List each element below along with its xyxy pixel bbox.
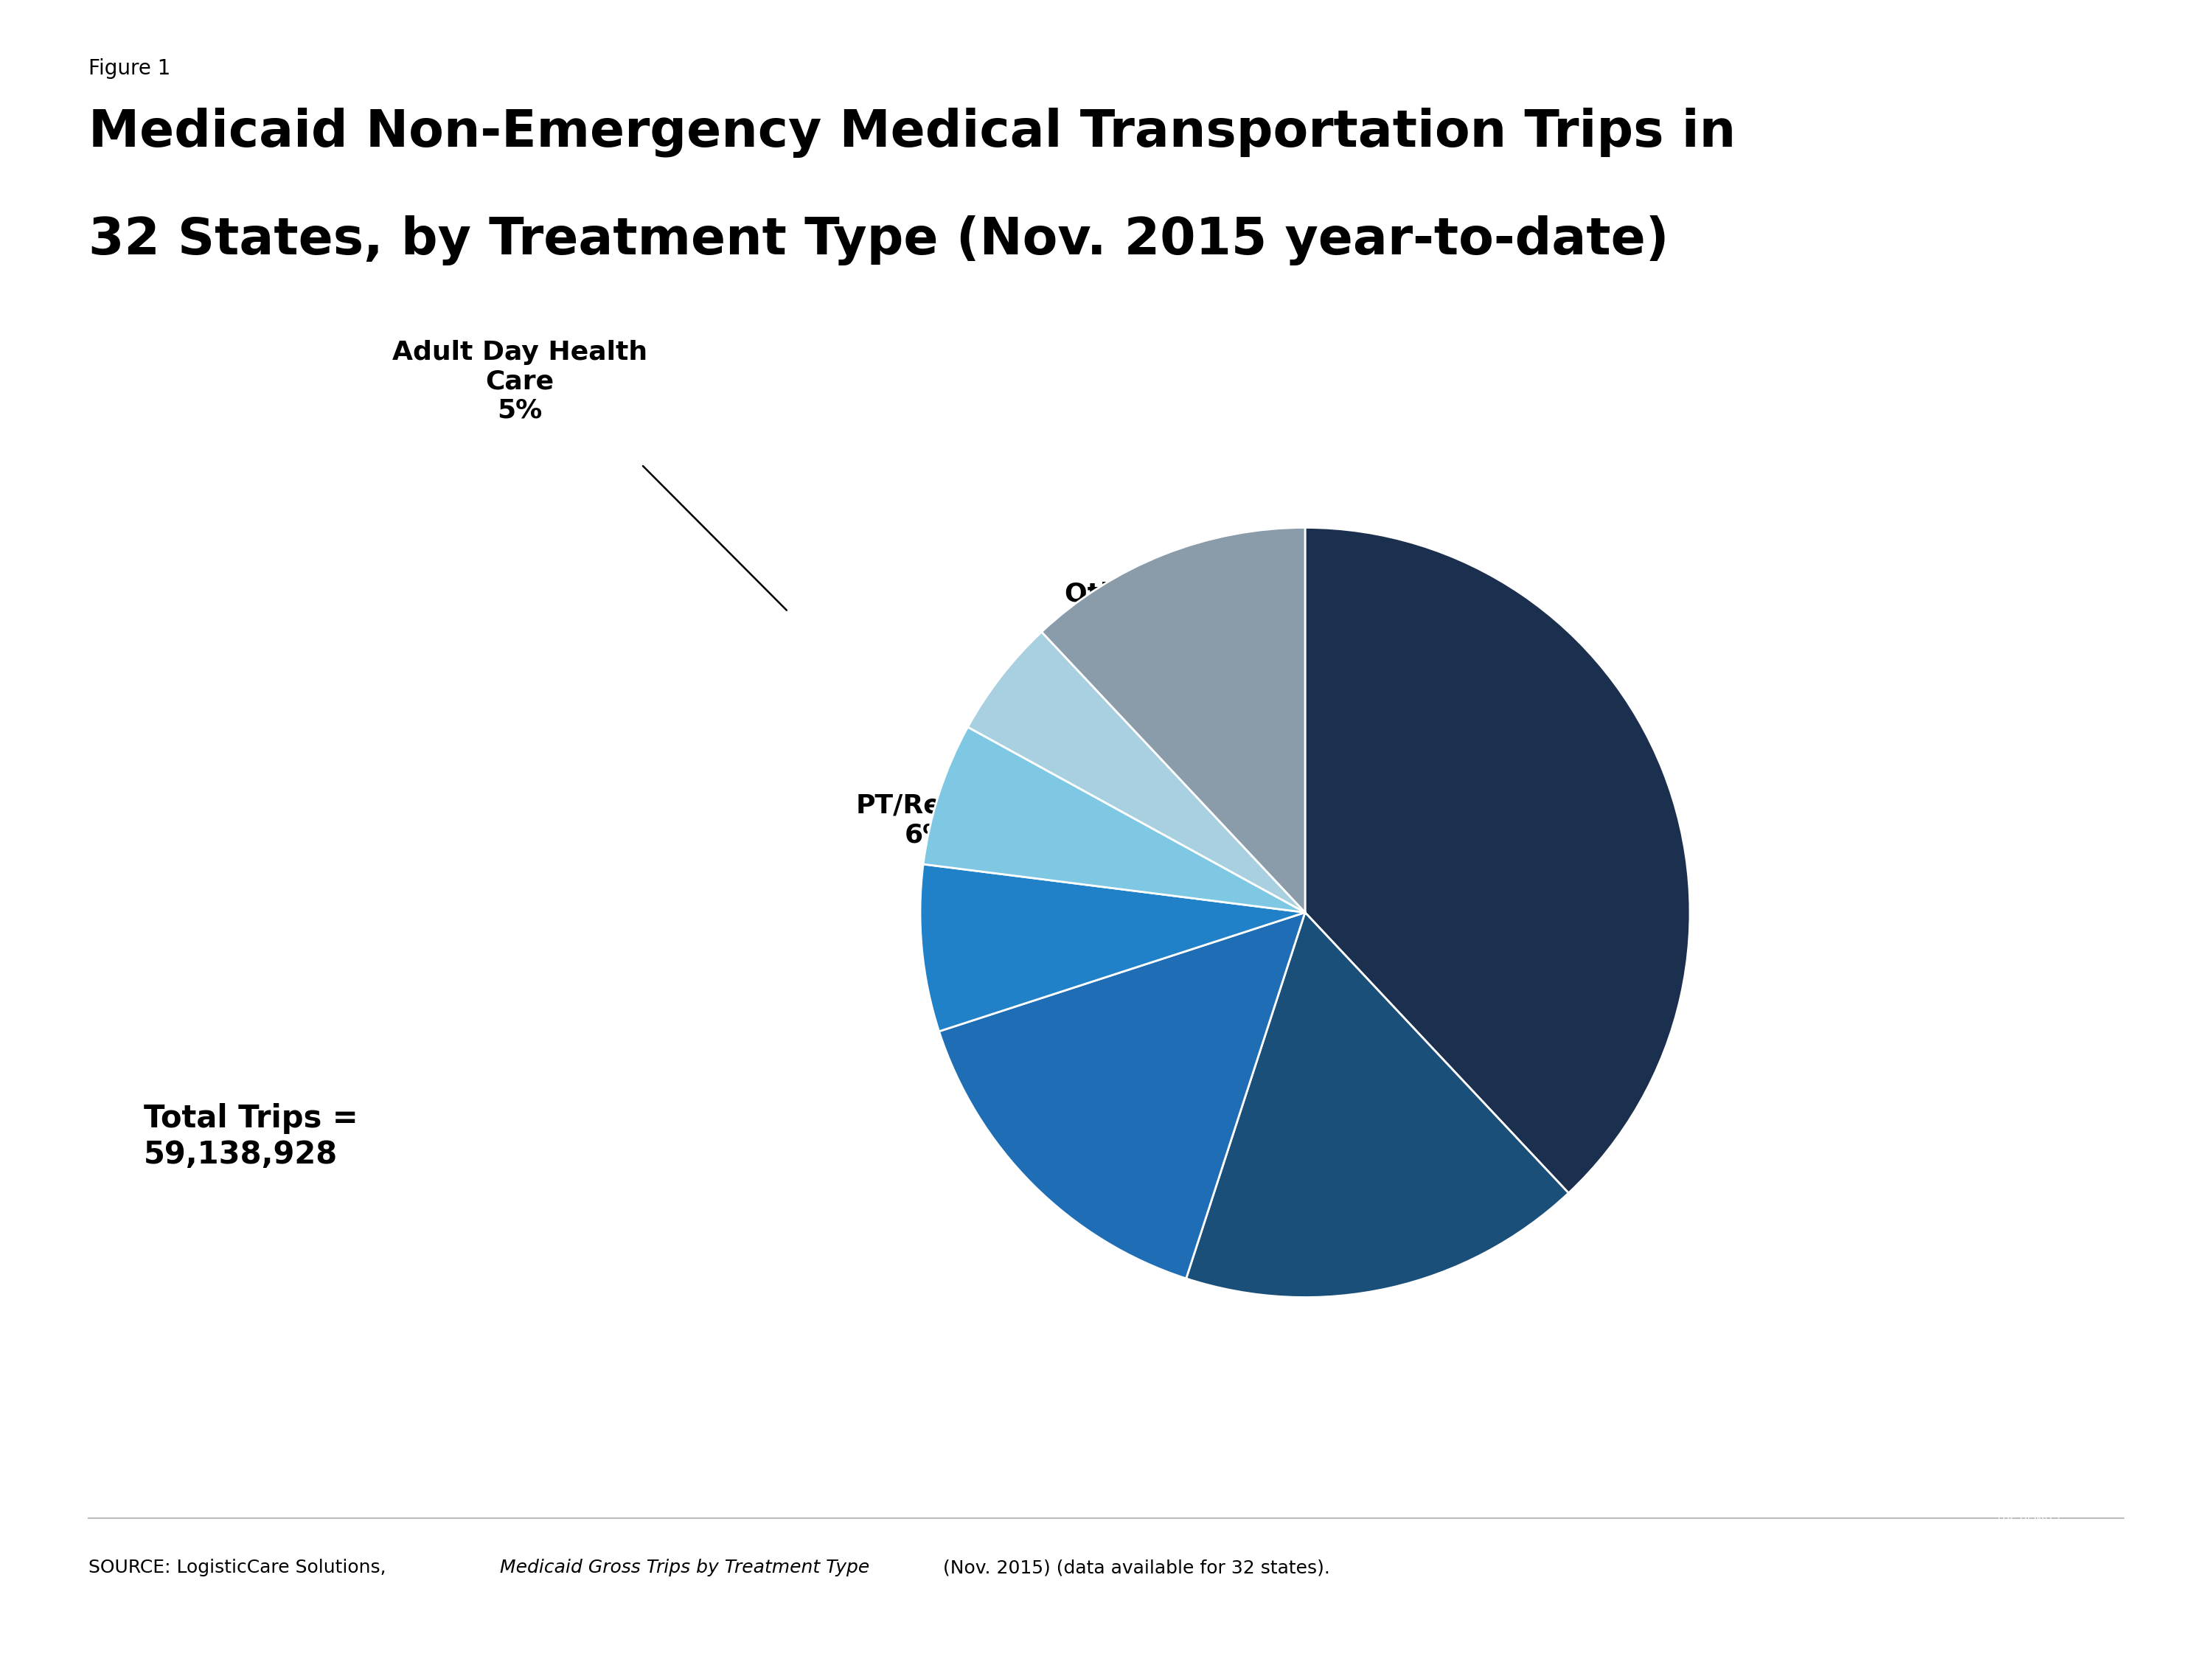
Text: 32 States, by Treatment Type (Nov. 2015 year-to-date): 32 States, by Treatment Type (Nov. 2015 … (88, 216, 1668, 265)
Wedge shape (1305, 528, 1690, 1193)
Text: (Nov. 2015) (data available for 32 states).: (Nov. 2015) (data available for 32 state… (931, 1559, 1329, 1576)
Wedge shape (922, 727, 1305, 912)
Wedge shape (920, 864, 1305, 1032)
Text: Figure 1: Figure 1 (88, 58, 170, 78)
Wedge shape (969, 632, 1305, 912)
Text: Medicaid Non-Emergency Medical Transportation Trips in: Medicaid Non-Emergency Medical Transport… (88, 108, 1736, 158)
Text: Preventive
Services
15%: Preventive Services 15% (960, 1068, 1124, 1151)
Text: Behavioral Health
38%: Behavioral Health 38% (1517, 783, 1785, 836)
Text: Total Trips =
59,138,928: Total Trips = 59,138,928 (144, 1103, 358, 1170)
Wedge shape (940, 912, 1305, 1279)
Wedge shape (1042, 528, 1305, 912)
Text: SOURCE: LogisticCare Solutions,: SOURCE: LogisticCare Solutions, (88, 1559, 392, 1576)
Text: Other care
12%: Other care 12% (1064, 581, 1225, 635)
Text: Medicaid Gross Trips by Treatment Type: Medicaid Gross Trips by Treatment Type (500, 1559, 869, 1576)
Text: Dialysis
17%: Dialysis 17% (1332, 1166, 1447, 1221)
Text: THE HENRY J.: THE HENRY J. (1995, 1513, 2064, 1523)
Text: Adult Day Health
Care
5%: Adult Day Health Care 5% (392, 340, 648, 423)
Wedge shape (1186, 912, 1568, 1297)
Text: KAISER FAMILY: KAISER FAMILY (1975, 1546, 2084, 1559)
Text: PT/Rehab
6%: PT/Rehab 6% (856, 793, 998, 848)
Text: FOUNDATION: FOUNDATION (1995, 1578, 2064, 1588)
Text: Specialist Visits
7%: Specialist Visits 7% (790, 914, 1029, 967)
